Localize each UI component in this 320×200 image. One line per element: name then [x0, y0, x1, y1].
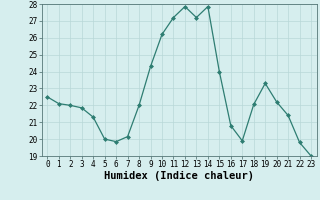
X-axis label: Humidex (Indice chaleur): Humidex (Indice chaleur): [104, 171, 254, 181]
